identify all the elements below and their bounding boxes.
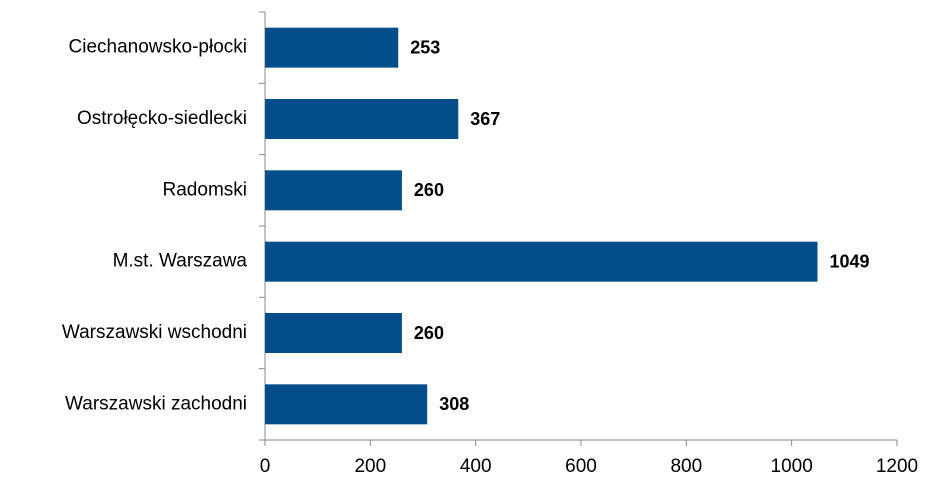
y-tick-label: Warszawski wschodni: [62, 322, 247, 343]
y-tick-label: Warszawski zachodni: [65, 393, 247, 414]
y-tick-label: Ostrołęcko-siedlecki: [77, 108, 247, 129]
x-tick-label: 1200: [876, 456, 918, 477]
bar: [265, 170, 402, 211]
bar: [265, 313, 402, 353]
value-label: 260: [414, 323, 444, 343]
x-tick-label: 0: [260, 456, 271, 477]
y-tick-label: Ciechanowsko-płocki: [69, 37, 247, 58]
bar: [265, 384, 428, 425]
x-tick-label: 1000: [771, 456, 813, 477]
value-label: 260: [414, 180, 444, 200]
y-tick-label: Radomski: [163, 179, 247, 200]
bar: [265, 99, 459, 139]
value-label: 367: [470, 109, 500, 129]
bar: [265, 241, 818, 282]
x-tick-label: 400: [460, 456, 492, 477]
bar: [265, 27, 399, 68]
value-label: 1049: [829, 251, 869, 271]
y-tick-label: M.st. Warszawa: [113, 251, 248, 272]
x-tick-label: 200: [354, 456, 386, 477]
value-label: 253: [410, 37, 440, 57]
x-tick-label: 600: [565, 456, 597, 477]
value-label: 308: [439, 394, 469, 414]
x-tick-label: 800: [670, 456, 702, 477]
